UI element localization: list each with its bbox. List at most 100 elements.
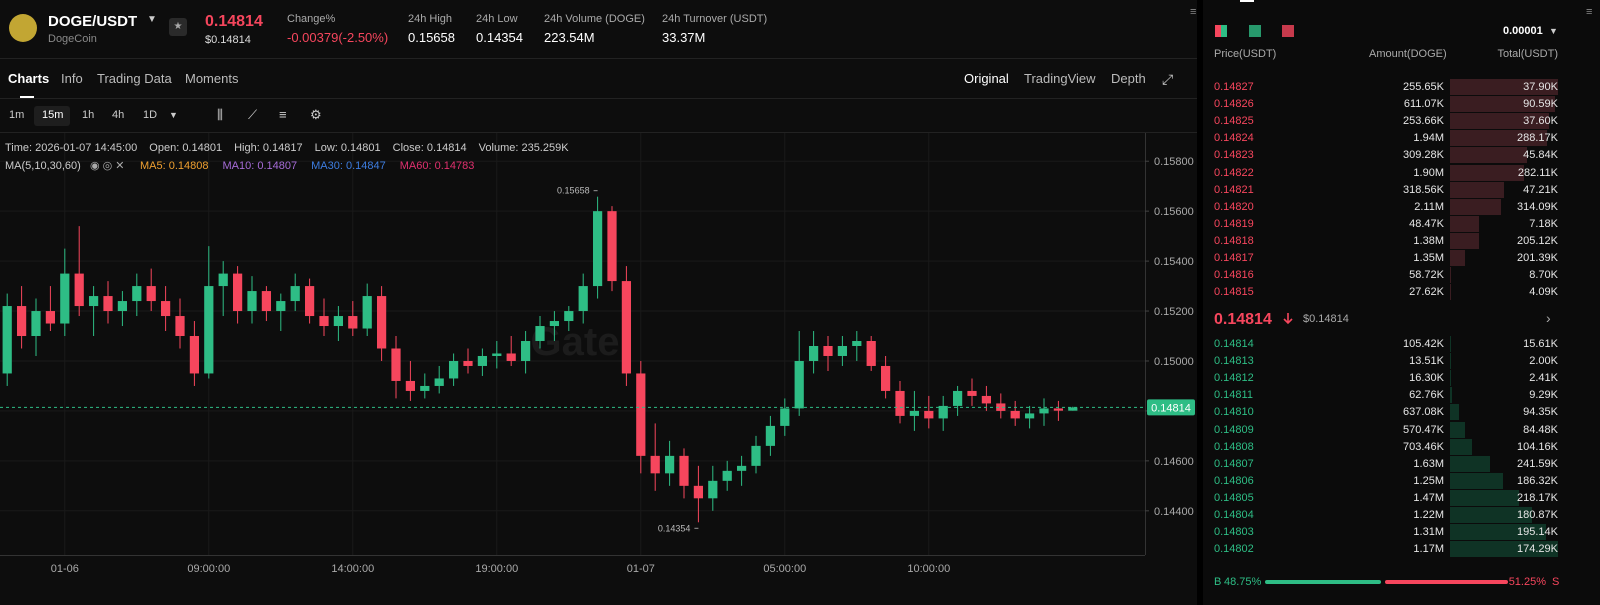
book-amount: 2.11M bbox=[1414, 200, 1444, 213]
down-arrow bbox=[1283, 313, 1293, 325]
book-column: Amount(DOGE) bbox=[1369, 48, 1447, 60]
tab[interactable]: Trading Data bbox=[97, 71, 172, 86]
depth-bar bbox=[1450, 79, 1558, 95]
candle-body bbox=[290, 286, 300, 302]
book-price: 0.14804 bbox=[1214, 509, 1254, 521]
x-tick-label: 09:00:00 bbox=[187, 563, 230, 575]
y-tick-label: 0.14600 bbox=[1154, 456, 1194, 468]
interval[interactable]: 15m bbox=[42, 109, 64, 121]
book-amount: 1.38M bbox=[1413, 234, 1444, 247]
ohlc-info: Close: 0.14814 bbox=[392, 142, 467, 154]
book-view-bids[interactable] bbox=[1249, 25, 1261, 37]
candle-body bbox=[218, 273, 228, 287]
watermark: Gate bbox=[531, 320, 620, 364]
chart: Gate0.144000.146000.148000.150000.152000… bbox=[0, 58, 1197, 575]
annotation: 0.15658 bbox=[557, 186, 590, 196]
book-amount: 1.90M bbox=[1413, 166, 1444, 179]
book-price: 0.14807 bbox=[1214, 457, 1254, 470]
expand-arrow[interactable]: › bbox=[1546, 310, 1551, 326]
precision-dropdown[interactable]: ▼ bbox=[1549, 26, 1558, 36]
splitter bbox=[1197, 0, 1203, 605]
book-amount: 1.22M bbox=[1413, 509, 1444, 521]
stat-label: Change% bbox=[287, 13, 336, 25]
candle-body bbox=[492, 353, 502, 356]
book-view-asks[interactable] bbox=[1282, 25, 1294, 37]
tab[interactable]: Info bbox=[61, 71, 83, 86]
candle-body bbox=[434, 378, 444, 386]
book-total: 37.60K bbox=[1523, 115, 1558, 128]
depth-bar bbox=[1450, 387, 1453, 404]
precision[interactable]: 0.00001 bbox=[1503, 25, 1543, 37]
chart-tool[interactable]: ⟋ bbox=[248, 107, 258, 122]
tab[interactable]: Charts bbox=[8, 71, 50, 86]
ma-value: MA30: 0.14847 bbox=[311, 160, 386, 172]
candle-body bbox=[952, 390, 963, 406]
book-price: 0.14803 bbox=[1214, 526, 1254, 539]
candle-body bbox=[132, 286, 142, 302]
book-price: 0.14806 bbox=[1214, 474, 1254, 487]
candle-body bbox=[549, 321, 560, 327]
book-amount: 318.56K bbox=[1403, 183, 1444, 196]
book-price: 0.14826 bbox=[1214, 98, 1254, 111]
candle-body bbox=[751, 445, 761, 466]
book-view-both[interactable] bbox=[1215, 25, 1227, 37]
candle-body bbox=[996, 403, 1006, 411]
book-amount: 58.72K bbox=[1409, 269, 1444, 282]
depth-bar bbox=[1450, 96, 1556, 113]
candle-body bbox=[160, 301, 171, 317]
fullscreen[interactable]: ⤢ bbox=[1162, 71, 1174, 87]
candle-body bbox=[247, 291, 257, 312]
book-total: 314.09K bbox=[1517, 200, 1558, 213]
ohlc-info: Low: 0.14801 bbox=[314, 142, 381, 154]
chart-tool[interactable]: ⫼ bbox=[217, 107, 223, 122]
view-tab[interactable]: TradingView bbox=[1024, 71, 1096, 86]
interval-dropdown[interactable]: ▼ bbox=[169, 110, 178, 120]
book-price: 0.14808 bbox=[1214, 440, 1254, 453]
favorite[interactable]: ★ bbox=[169, 18, 187, 36]
depth-bar bbox=[1450, 524, 1546, 541]
candle-body bbox=[679, 455, 689, 486]
book-amount: 16.30K bbox=[1409, 372, 1444, 385]
menu-icon[interactable]: ≡ bbox=[1586, 6, 1593, 18]
view-tab[interactable]: Depth bbox=[1111, 71, 1146, 86]
book-price: 0.14802 bbox=[1214, 543, 1254, 556]
candle-body bbox=[938, 405, 948, 419]
book-column: Price(USDT) bbox=[1214, 48, 1277, 60]
candle-body bbox=[535, 326, 545, 342]
book-amount: 13.51K bbox=[1409, 355, 1444, 368]
ma-value: MA5: 0.14808 bbox=[140, 160, 209, 172]
candle-body bbox=[420, 385, 430, 391]
candle-body bbox=[866, 341, 876, 366]
candle-body bbox=[16, 306, 27, 337]
candle-body bbox=[780, 408, 790, 426]
tab[interactable]: Moments bbox=[185, 71, 239, 86]
depth-bar bbox=[1450, 181, 1505, 198]
candle-body bbox=[967, 390, 977, 396]
book-total: 9.29K bbox=[1529, 389, 1558, 402]
pair[interactable]: DOGE/USDT bbox=[48, 13, 138, 30]
stat-label: 24h Low bbox=[476, 13, 518, 25]
view-tab[interactable]: Original bbox=[964, 71, 1009, 86]
book-price: 0.14815 bbox=[1214, 286, 1254, 299]
book-total: 2.41K bbox=[1529, 372, 1558, 385]
interval[interactable]: 1D bbox=[143, 109, 158, 121]
book-total: 186.32K bbox=[1517, 474, 1558, 487]
interval[interactable]: 1h bbox=[82, 109, 95, 121]
book-total: 8.70K bbox=[1529, 269, 1558, 282]
candle-body bbox=[405, 380, 416, 391]
depth-bar bbox=[1450, 455, 1490, 472]
book-total: 37.90K bbox=[1523, 81, 1558, 93]
ma-icons[interactable]: ◉ ◎ ✕ bbox=[90, 160, 125, 172]
candle-body bbox=[391, 348, 401, 381]
chart-tool[interactable]: ⚙ bbox=[310, 107, 322, 122]
chart-tool[interactable]: ≡ bbox=[279, 107, 287, 122]
book-amount: 255.65K bbox=[1403, 81, 1444, 93]
menu-icon[interactable]: ≡ bbox=[1190, 6, 1197, 18]
candle-body bbox=[693, 485, 704, 499]
book-price: 0.14823 bbox=[1214, 149, 1254, 162]
interval[interactable]: 4h bbox=[112, 109, 125, 121]
candle-body bbox=[232, 273, 243, 312]
pair-dropdown[interactable]: ▼ bbox=[147, 14, 157, 25]
interval[interactable]: 1m bbox=[9, 109, 25, 121]
